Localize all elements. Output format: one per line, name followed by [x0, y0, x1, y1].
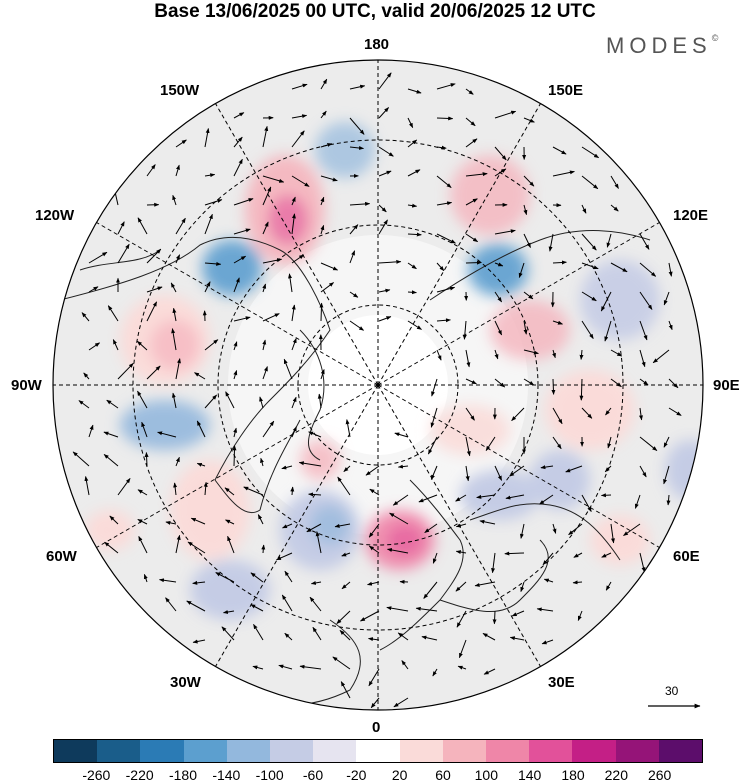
colorbar-bin	[313, 740, 357, 762]
colorbar-bin	[140, 740, 184, 762]
colorbar-bin	[442, 740, 487, 762]
colorbar-bin	[399, 740, 443, 762]
colorbar-tick-label: -180	[168, 767, 198, 783]
colorbar-ticks: -260 -220 -180 -140 -100 -60 -20 20 60 100 140 180 2…	[53, 767, 703, 783]
colorbar-bin	[183, 740, 227, 762]
colorbar-tick-label: -60	[302, 767, 324, 783]
colorbar-bin	[615, 740, 659, 762]
meridian-label-30e: 30E	[548, 674, 575, 691]
meridian-label-0: 0	[372, 719, 381, 736]
colorbar-tick-label: -260	[82, 767, 111, 783]
colorbar-tick-label: 20	[391, 767, 408, 783]
colorbar-tick-label: -100	[255, 767, 284, 783]
meridian-label-90w: 90W	[11, 377, 42, 394]
map-boundary	[52, 59, 704, 711]
meridian-label-60w: 60W	[46, 548, 77, 565]
colorbar-tick-label: 60	[435, 767, 451, 783]
colorbar-tick-label: 100	[474, 767, 499, 783]
meridian-label-30w: 30W	[170, 674, 201, 691]
colorbar-tick-label: 180	[561, 767, 585, 783]
meridian-label-150w: 150W	[160, 82, 200, 99]
colorbar-tick-label: 220	[604, 767, 629, 783]
colorbar-tick-label: -20	[346, 767, 367, 783]
colorbar-bin	[356, 740, 400, 762]
colorbar-bin	[226, 740, 271, 762]
wind-vectors	[72, 72, 682, 709]
colorbar	[53, 739, 703, 763]
vector-scale-label: 30	[665, 684, 679, 698]
brand-logo: MODES©	[606, 33, 719, 58]
colorbar-tick-label: 260	[647, 767, 672, 783]
colorbar-bin	[270, 740, 314, 762]
colorbar-bin	[572, 740, 616, 762]
coastlines	[59, 230, 651, 706]
colorbar-tick-label: -220	[125, 767, 154, 783]
meridian-label-120e: 120E	[673, 207, 709, 224]
colorbar-bin	[97, 740, 141, 762]
colorbar-tick-label: -140	[212, 767, 241, 783]
meridian-label-120w: 120W	[35, 207, 75, 224]
colorbar-tick-label: 140	[517, 767, 542, 783]
meridian-label-150e: 150E	[548, 82, 584, 99]
colorbar-bin	[658, 740, 703, 762]
meridian-label-90e: 90E	[713, 377, 740, 394]
colorbar-bin	[529, 740, 573, 762]
colorbar-bin	[486, 740, 530, 762]
map-title: Base 13/06/2025 00 UTC, valid 20/06/2025…	[154, 1, 596, 22]
meridian-label-60e: 60E	[673, 548, 700, 565]
colorbar-bin	[54, 740, 98, 762]
meridian-label-180: 180	[364, 36, 390, 53]
anomaly-shading	[85, 122, 703, 620]
